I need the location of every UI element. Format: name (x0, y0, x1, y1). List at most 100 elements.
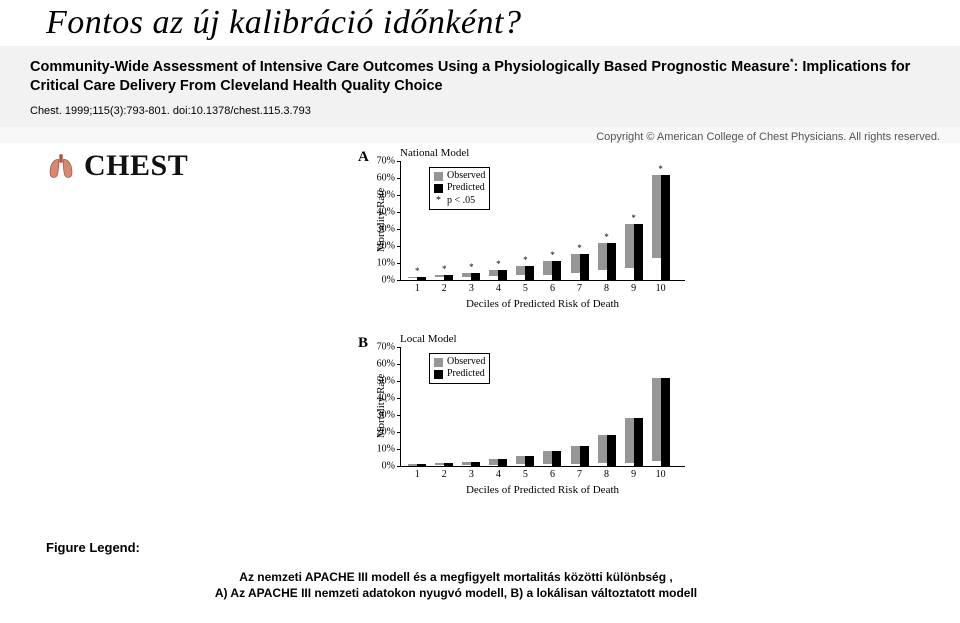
sig-star: * (550, 250, 555, 260)
sig-star: * (577, 243, 582, 253)
bar-predicted (634, 224, 643, 280)
bar-group (652, 378, 670, 466)
chart-b-legend: Observed Predicted (429, 353, 490, 384)
bar-predicted (498, 270, 507, 280)
x-tick-label: 10 (656, 283, 666, 294)
y-tick-label: 40% (377, 392, 395, 403)
x-tick-label: 7 (577, 283, 582, 294)
sig-star: * (631, 213, 636, 223)
bar-predicted (661, 175, 670, 280)
legend-predicted: Predicted (434, 182, 485, 195)
y-tick-label: 0% (382, 274, 395, 285)
chest-wordmark: CHEST (84, 149, 188, 183)
figure-legend-body: Az nemzeti APACHE III modell és a megfig… (156, 569, 756, 601)
bar-observed (408, 464, 417, 466)
legend-predicted-label-b: Predicted (447, 368, 485, 381)
x-tick-label: 4 (496, 283, 501, 294)
bar-predicted (580, 254, 589, 280)
y-tick-label: 30% (377, 223, 395, 234)
sig-star: * (415, 266, 420, 276)
x-tick-label: 1 (415, 469, 420, 480)
y-tick (397, 398, 401, 399)
y-tick-label: 10% (377, 443, 395, 454)
legend-sig: *p < .05 (434, 195, 485, 208)
y-tick (397, 280, 401, 281)
bar-observed (435, 463, 444, 466)
bar-predicted (552, 261, 561, 280)
y-tick-label: 50% (377, 189, 395, 200)
chest-logo: CHEST (44, 149, 188, 183)
bar-predicted (525, 456, 534, 466)
y-tick (397, 161, 401, 162)
x-tick-label: 5 (523, 469, 528, 480)
legend-predicted-label: Predicted (447, 182, 485, 195)
bar-predicted (444, 463, 453, 466)
bar-group (435, 275, 453, 280)
figure-legend-line2: A) Az APACHE III nemzeti adatokon nyugvó… (215, 586, 697, 600)
slide-title: Fontos az új kalibráció időnként? (0, 0, 960, 46)
lungs-icon (44, 151, 78, 181)
y-tick-label: 50% (377, 375, 395, 386)
y-tick-label: 40% (377, 206, 395, 217)
y-tick (397, 229, 401, 230)
bar-predicted (607, 435, 616, 466)
bar-predicted (607, 243, 616, 280)
bar-observed (652, 378, 661, 461)
bar-observed (489, 270, 498, 276)
chart-b-title: Local Model (400, 333, 685, 345)
x-tick-label: 6 (550, 469, 555, 480)
y-tick (397, 246, 401, 247)
bar-group (489, 270, 507, 280)
bar-predicted (471, 462, 480, 466)
bar-predicted (444, 275, 453, 280)
sig-star: * (469, 262, 474, 272)
legend-observed-label-b: Observed (447, 356, 485, 369)
bar-predicted (417, 277, 426, 280)
chart-a-plot: Mortality Rate Observed Predicted *p < .… (400, 161, 685, 281)
y-tick (397, 432, 401, 433)
figure-legend-title: Figure Legend: (46, 540, 866, 555)
x-tick-label: 2 (442, 469, 447, 480)
legend-observed-b: Observed (434, 356, 485, 369)
y-tick (397, 466, 401, 467)
x-tick-label: 7 (577, 469, 582, 480)
y-tick-label: 70% (377, 155, 395, 166)
legend-sig-label: p < .05 (447, 195, 475, 208)
bar-group (408, 277, 426, 280)
bar-predicted (498, 459, 507, 466)
x-tick-label: 2 (442, 283, 447, 294)
bar-group (516, 456, 534, 466)
bar-group (625, 224, 643, 280)
figure-legend-line1: Az nemzeti APACHE III modell és a megfig… (239, 570, 672, 584)
chart-a-legend: Observed Predicted *p < .05 (429, 167, 490, 211)
bar-group (489, 459, 507, 466)
x-tick-label: 5 (523, 283, 528, 294)
bar-predicted (471, 273, 480, 280)
bar-observed (598, 435, 607, 462)
bar-predicted (525, 266, 534, 280)
y-tick (397, 415, 401, 416)
y-tick-label: 60% (377, 358, 395, 369)
article-title: Community-Wide Assessment of Intensive C… (30, 56, 930, 97)
sig-star: * (523, 255, 528, 265)
bar-group (571, 254, 589, 280)
bar-group (543, 261, 561, 280)
y-tick (397, 263, 401, 264)
y-tick (397, 449, 401, 450)
y-tick (397, 364, 401, 365)
bar-group (408, 464, 426, 466)
x-tick-label: 10 (656, 469, 666, 480)
y-tick-label: 10% (377, 257, 395, 268)
bar-observed (435, 275, 444, 278)
x-tick-label: 9 (631, 469, 636, 480)
chart-a-xlabel: Deciles of Predicted Risk of Death (400, 298, 685, 310)
bar-observed (543, 451, 552, 465)
legend-predicted-b: Predicted (434, 368, 485, 381)
y-tick (397, 381, 401, 382)
bar-observed (652, 175, 661, 258)
y-tick (397, 178, 401, 179)
citation-header: Community-Wide Assessment of Intensive C… (0, 46, 960, 127)
bar-predicted (634, 418, 643, 466)
y-tick (397, 347, 401, 348)
bar-observed (598, 243, 607, 270)
